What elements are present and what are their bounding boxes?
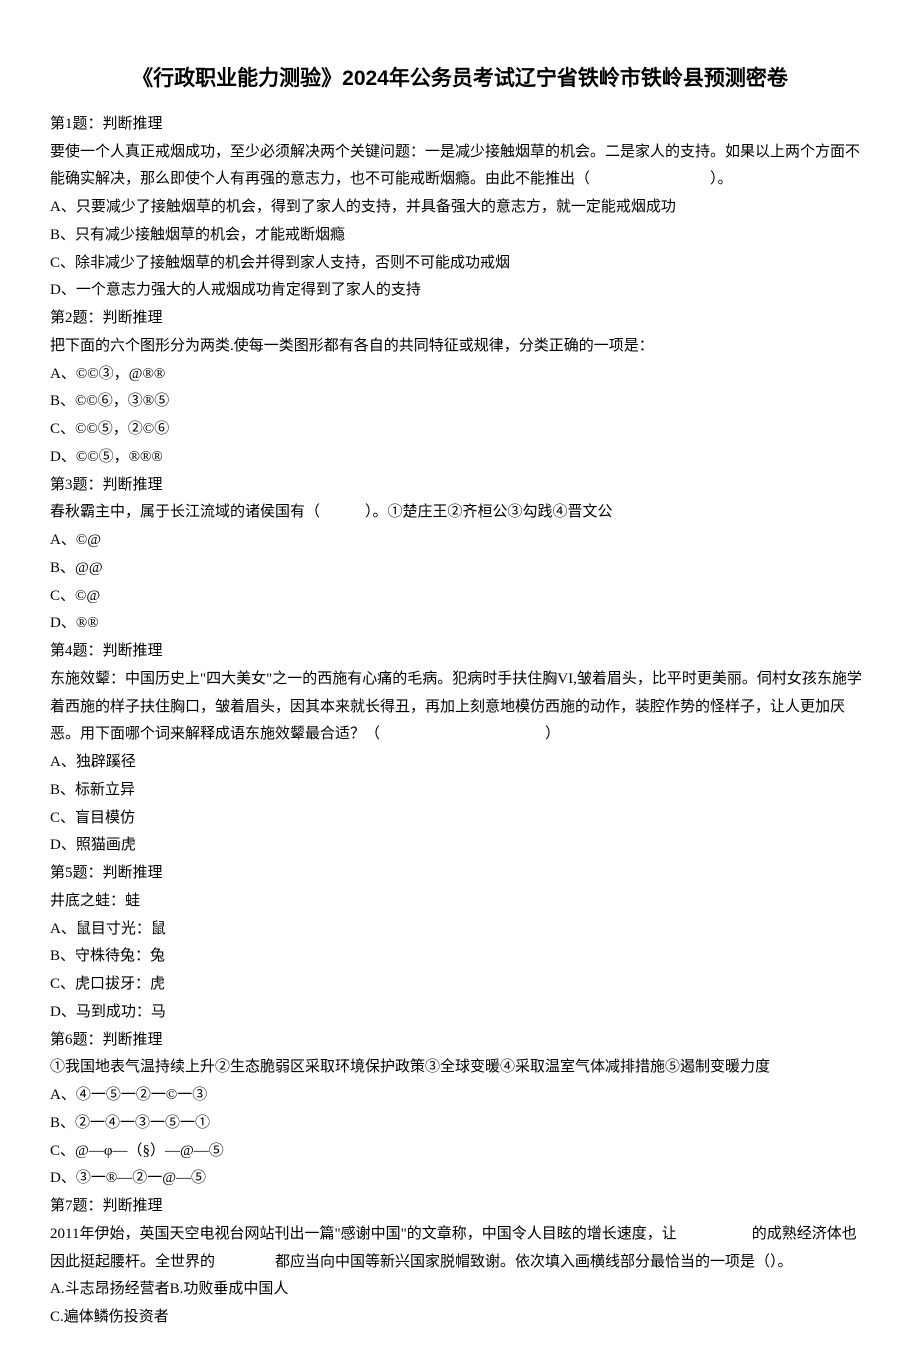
question-text: 把下面的六个图形分为两类.使每一类图形都有各自的共同特征或规律，分类正确的一项是…	[50, 333, 870, 361]
option-a: A、©@	[50, 527, 870, 555]
option-c: C、盲目模仿	[50, 805, 870, 833]
option-b: B、守株待兔：兔	[50, 943, 870, 971]
option-a: A、©©③，@®®	[50, 361, 870, 389]
option-c: C、©©⑤，②©⑥	[50, 416, 870, 444]
option-d: D、一个意志力强大的人戒烟成功肯定得到了家人的支持	[50, 277, 870, 305]
option-c: C、@—φ—（§）—@—⑤	[50, 1138, 870, 1166]
option-a: A、独辟蹊径	[50, 749, 870, 777]
option-a: A、④一⑤一②一©一③	[50, 1082, 870, 1110]
option-ab: A.斗志昂扬经营者B.功败垂成中国人	[50, 1276, 870, 1304]
question-text: 要使一个人真正戒烟成功，至少必须解决两个关键问题：一是减少接触烟草的机会。二是家…	[50, 139, 870, 195]
option-b: B、@@	[50, 555, 870, 583]
question-6: 第6题：判断推理 ①我国地表气温持续上升②生态脆弱区采取环境保护政策③全球变暖④…	[50, 1027, 870, 1194]
question-text: ①我国地表气温持续上升②生态脆弱区采取环境保护政策③全球变暖④采取温室气体减排措…	[50, 1054, 870, 1082]
question-header: 第5题：判断推理	[50, 860, 870, 888]
question-text: 2011年伊始，英国天空电视台网站刊出一篇"感谢中国"的文章称，中国令人目眩的增…	[50, 1221, 870, 1277]
question-header: 第2题：判断推理	[50, 305, 870, 333]
option-b: B、©©⑥，③®⑤	[50, 388, 870, 416]
question-7: 第7题：判断推理 2011年伊始，英国天空电视台网站刊出一篇"感谢中国"的文章称…	[50, 1193, 870, 1332]
option-b: B、只有减少接触烟草的机会，才能戒断烟瘾	[50, 222, 870, 250]
question-4: 第4题：判断推理 东施效颦：中国历史上"四大美女"之一的西施有心痛的毛病。犯病时…	[50, 638, 870, 860]
question-2: 第2题：判断推理 把下面的六个图形分为两类.使每一类图形都有各自的共同特征或规律…	[50, 305, 870, 472]
option-c: C、除非减少了接触烟草的机会并得到家人支持，否则不可能成功戒烟	[50, 250, 870, 278]
option-d: D、马到成功：马	[50, 999, 870, 1027]
question-header: 第7题：判断推理	[50, 1193, 870, 1221]
question-header: 第1题：判断推理	[50, 111, 870, 139]
question-3: 第3题：判断推理 春秋霸主中，属于长江流域的诸侯国有（ ）。①楚庄王②齐桓公③勾…	[50, 472, 870, 639]
question-header: 第6题：判断推理	[50, 1027, 870, 1055]
question-header: 第4题：判断推理	[50, 638, 870, 666]
question-1: 第1题：判断推理 要使一个人真正戒烟成功，至少必须解决两个关键问题：一是减少接触…	[50, 111, 870, 305]
option-d: D、©©⑤，®®®	[50, 444, 870, 472]
option-b: B、标新立异	[50, 777, 870, 805]
option-c: C.遍体鳞伤投资者	[50, 1304, 870, 1332]
option-c: C、©@	[50, 583, 870, 611]
option-c: C、虎口拔牙：虎	[50, 971, 870, 999]
question-5: 第5题：判断推理 井底之蛙：蛙 A、鼠目寸光：鼠 B、守株待兔：兔 C、虎口拔牙…	[50, 860, 870, 1027]
question-text: 井底之蛙：蛙	[50, 888, 870, 916]
question-text: 春秋霸主中，属于长江流域的诸侯国有（ ）。①楚庄王②齐桓公③勾践④晋文公	[50, 499, 870, 527]
option-d: D、®®	[50, 610, 870, 638]
option-a: A、鼠目寸光：鼠	[50, 916, 870, 944]
question-header: 第3题：判断推理	[50, 472, 870, 500]
option-a: A、只要减少了接触烟草的机会，得到了家人的支持，并具备强大的意志方，就一定能戒烟…	[50, 194, 870, 222]
option-d: D、③一®—②一@—⑤	[50, 1165, 870, 1193]
question-text: 东施效颦：中国历史上"四大美女"之一的西施有心痛的毛病。犯病时手扶住胸VI,皱着…	[50, 666, 870, 749]
exam-title: 《行政职业能力测验》2024年公务员考试辽宁省铁岭市铁岭县预测密卷	[50, 60, 870, 99]
option-b: B、②一④一③一⑤一①	[50, 1110, 870, 1138]
option-d: D、照猫画虎	[50, 832, 870, 860]
